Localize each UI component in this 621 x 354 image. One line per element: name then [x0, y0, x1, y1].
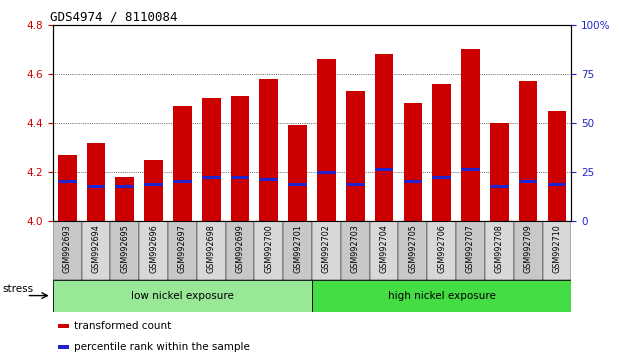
Bar	[369, 221, 399, 280]
Text: GSM992703: GSM992703	[351, 224, 360, 273]
Bar	[432, 84, 451, 221]
Text: transformed count: transformed count	[73, 321, 171, 331]
Bar	[427, 221, 456, 280]
Bar	[543, 221, 571, 280]
Bar	[519, 181, 537, 183]
FancyBboxPatch shape	[53, 280, 312, 312]
Bar	[346, 91, 365, 221]
Bar	[283, 221, 312, 280]
Bar	[374, 54, 394, 221]
Bar	[341, 221, 369, 280]
Bar	[197, 221, 225, 280]
Bar	[288, 183, 307, 186]
Bar	[225, 221, 255, 280]
Bar	[230, 176, 250, 178]
Bar	[144, 160, 163, 221]
Bar	[490, 185, 509, 188]
Bar	[58, 324, 70, 327]
Bar	[230, 96, 250, 221]
Text: GSM992696: GSM992696	[149, 224, 158, 273]
Bar	[399, 221, 427, 280]
Text: percentile rank within the sample: percentile rank within the sample	[73, 342, 250, 352]
Bar	[116, 185, 134, 188]
Bar	[173, 106, 192, 221]
Bar	[288, 125, 307, 221]
Text: GSM992702: GSM992702	[322, 224, 331, 273]
Text: GSM992699: GSM992699	[235, 224, 245, 273]
Text: GSM992694: GSM992694	[91, 224, 101, 273]
Bar	[456, 221, 485, 280]
FancyBboxPatch shape	[312, 280, 571, 312]
Bar	[490, 123, 509, 221]
Text: GSM992707: GSM992707	[466, 224, 475, 273]
Bar	[548, 183, 566, 186]
Bar	[317, 59, 336, 221]
Bar	[81, 221, 111, 280]
Bar	[461, 168, 480, 171]
Text: high nickel exposure: high nickel exposure	[388, 291, 496, 301]
Text: GSM992701: GSM992701	[293, 224, 302, 273]
Text: GSM992695: GSM992695	[120, 224, 129, 273]
Bar	[87, 143, 106, 221]
Text: GDS4974 / 8110084: GDS4974 / 8110084	[50, 11, 178, 24]
Bar	[260, 79, 278, 221]
Bar	[312, 221, 341, 280]
Text: GSM992708: GSM992708	[495, 224, 504, 273]
Bar	[58, 181, 76, 183]
Bar	[404, 103, 422, 221]
Text: GSM992697: GSM992697	[178, 224, 187, 273]
Bar	[202, 176, 220, 178]
Bar	[432, 176, 451, 178]
Bar	[58, 346, 70, 349]
Bar	[461, 49, 480, 221]
Text: GSM992704: GSM992704	[379, 224, 389, 273]
Bar	[168, 221, 197, 280]
Bar	[514, 221, 543, 280]
Bar	[144, 183, 163, 186]
Bar	[374, 168, 394, 171]
Bar	[116, 177, 134, 221]
Bar	[87, 185, 106, 188]
Text: GSM992698: GSM992698	[207, 224, 215, 273]
Bar	[346, 183, 365, 186]
Bar	[173, 181, 192, 183]
Text: GSM992693: GSM992693	[63, 224, 71, 273]
Bar	[111, 221, 139, 280]
Text: GSM992700: GSM992700	[265, 224, 273, 273]
Bar	[255, 221, 283, 280]
Bar	[260, 178, 278, 181]
Bar	[58, 155, 76, 221]
Bar	[53, 221, 81, 280]
Text: GSM992706: GSM992706	[437, 224, 446, 273]
Bar	[519, 81, 537, 221]
Bar	[202, 98, 220, 221]
Bar	[485, 221, 514, 280]
Text: stress: stress	[2, 284, 34, 294]
Text: GSM992710: GSM992710	[553, 224, 561, 273]
Bar	[139, 221, 168, 280]
Bar	[548, 111, 566, 221]
Bar	[404, 181, 422, 183]
Bar	[317, 171, 336, 173]
Text: GSM992705: GSM992705	[409, 224, 417, 273]
Text: GSM992709: GSM992709	[524, 224, 533, 273]
Text: low nickel exposure: low nickel exposure	[131, 291, 234, 301]
